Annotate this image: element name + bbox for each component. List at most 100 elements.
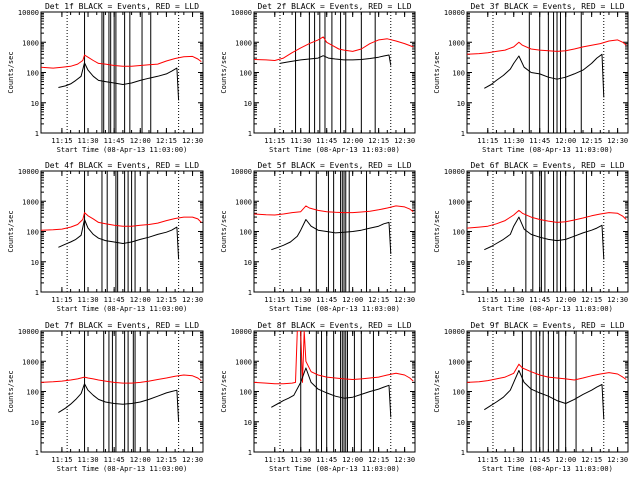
y-tick-label: 100 [239,70,252,78]
y-tick-label: 10000 [231,9,252,17]
x-tick-label: 11:15 [51,137,72,145]
events-series-line [484,53,605,98]
y-axis-label: Counts/sec [7,210,15,252]
x-tick-label: 11:45 [104,456,125,464]
events-series-line [484,216,605,260]
lld-series-line [467,209,627,229]
x-tick-label: 11:15 [477,296,498,304]
lld-series-line [41,54,202,69]
x-tick-label: 11:45 [104,137,125,145]
y-tick-label: 10000 [444,328,465,336]
y-axis-label: Counts/sec [220,210,228,252]
events-series-line [58,383,180,422]
lld-series-line [254,205,414,216]
x-tick-label: 11:45 [104,296,125,304]
panel-1: Det 1f BLACK = Events, RED = LLD 1 10 100 10… [7,2,204,154]
events-series-line [484,369,605,420]
x-tick-label: 11:45 [316,137,337,145]
y-tick-label: 10000 [231,328,252,336]
x-tick-label: 12:15 [156,456,177,464]
y-axis-label: Counts/sec [7,51,15,93]
y-tick-label: 10000 [18,168,39,176]
y-tick-label: 10 [244,259,252,267]
lld-series-line [254,36,414,61]
panel-title: Det 2f BLACK = Events, RED = LLD [257,2,411,11]
y-tick-label: 100 [26,389,39,397]
panel-2: Det 2f BLACK = Events, RED = LLD 1 10 100 10… [220,2,416,154]
x-tick-label: 11:15 [264,137,285,145]
events-series-line [271,367,392,418]
y-tick-label: 10 [244,100,252,108]
x-tick-label: 12:30 [394,456,415,464]
x-tick-label: 12:00 [555,456,576,464]
y-tick-label: 1000 [235,39,252,47]
panel-title: Det 8f BLACK = Events, RED = LLD [257,321,411,330]
x-tick-label: 11:15 [51,296,72,304]
y-tick-label: 10 [457,259,465,267]
x-axis-label: Start Time (08-Apr-13 11:03:00) [482,465,613,473]
x-tick-label: 12:30 [182,456,203,464]
events-series-line [279,54,392,66]
x-tick-label: 11:15 [477,137,498,145]
lld-series-line [41,212,202,231]
x-tick-label: 12:15 [156,296,177,304]
panel-9: Det 9f BLACK = Events, RED = LLD 1 10 100 10… [433,321,629,473]
y-tick-label: 1 [248,289,252,297]
x-axis-label: Start Time (08-Apr-13 11:03:00) [57,146,188,154]
y-tick-label: 100 [452,229,465,237]
x-axis-label: Start Time (08-Apr-13 11:03:00) [269,305,400,313]
y-axis-label: Counts/sec [433,210,441,252]
x-tick-label: 12:15 [581,456,602,464]
y-axis-label: Counts/sec [433,370,441,412]
x-tick-label: 12:00 [555,137,576,145]
y-tick-label: 1000 [235,198,252,206]
y-tick-label: 10 [31,100,39,108]
y-tick-label: 10000 [444,168,465,176]
x-tick-label: 12:15 [368,296,389,304]
lld-series-line [467,39,627,55]
panel-5: Det 5f BLACK = Events, RED = LLD 1 10 100 10… [220,161,416,313]
y-tick-label: 10 [457,100,465,108]
y-tick-label: 1000 [448,358,465,366]
x-tick-label: 11:30 [77,456,98,464]
y-tick-label: 1 [35,449,39,457]
x-tick-label: 12:30 [182,137,203,145]
x-tick-label: 12:15 [368,137,389,145]
x-tick-label: 12:30 [394,137,415,145]
y-tick-label: 1 [461,130,465,138]
events-series-line [58,62,180,101]
panel-title: Det 5f BLACK = Events, RED = LLD [257,161,411,170]
y-axis-label: Counts/sec [433,51,441,93]
x-tick-label: 11:30 [503,296,524,304]
x-tick-label: 12:30 [607,137,628,145]
x-axis-label: Start Time (08-Apr-13 11:03:00) [269,465,400,473]
x-tick-label: 11:30 [503,456,524,464]
x-tick-label: 12:00 [130,137,151,145]
y-tick-label: 1000 [22,358,39,366]
y-tick-label: 1 [248,449,252,457]
x-tick-label: 11:15 [264,296,285,304]
x-tick-label: 12:00 [342,296,363,304]
x-tick-label: 12:30 [394,296,415,304]
panel-title: Det 9f BLACK = Events, RED = LLD [470,321,624,330]
lld-series-line [254,331,414,385]
x-axis-label: Start Time (08-Apr-13 11:03:00) [482,305,613,313]
y-tick-label: 100 [26,70,39,78]
y-tick-label: 1 [461,289,465,297]
x-tick-label: 12:15 [368,456,389,464]
y-tick-label: 100 [452,70,465,78]
y-tick-label: 10000 [18,9,39,17]
x-tick-label: 12:00 [130,456,151,464]
events-series-line [271,219,392,255]
y-tick-label: 10 [244,419,252,427]
x-tick-label: 11:45 [529,137,550,145]
y-tick-label: 10 [31,419,39,427]
x-tick-label: 11:45 [529,296,550,304]
panel-6: Det 6f BLACK = Events, RED = LLD 1 10 100 10… [433,161,629,313]
events-series-line [58,219,180,260]
x-tick-label: 11:45 [316,296,337,304]
panel-title: Det 6f BLACK = Events, RED = LLD [470,161,624,170]
x-tick-label: 11:15 [477,456,498,464]
y-tick-label: 1 [35,289,39,297]
